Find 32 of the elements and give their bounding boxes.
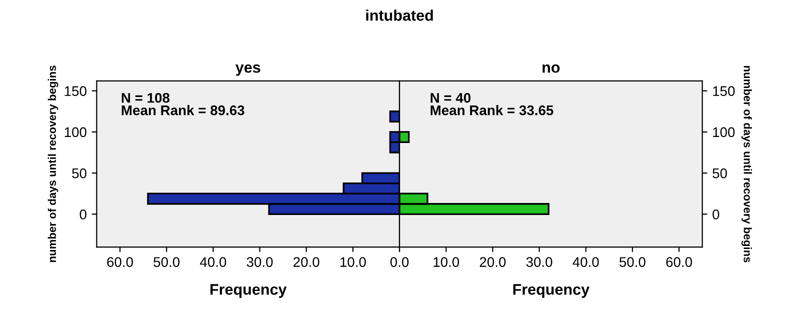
y-axis-title: number of days until recovery begins xyxy=(48,66,58,262)
x-tick-label: 10.0 xyxy=(434,257,460,267)
x-tick-label: 20.0 xyxy=(480,257,506,267)
x-tick-label: 20.0 xyxy=(294,257,320,267)
x-tick-label: 50.0 xyxy=(154,257,180,267)
y-tick-label: 100 xyxy=(64,127,86,138)
y-tick-label: 50 xyxy=(72,168,86,178)
annotation: N = 108 xyxy=(122,92,170,103)
x-axis-title: Frequency xyxy=(513,284,590,298)
x-axis-title: Frequency xyxy=(210,284,287,298)
y-tick-label: 0 xyxy=(80,209,86,220)
chart-subtitle: no xyxy=(542,64,560,73)
y-tick-label: 150 xyxy=(713,86,735,96)
x-tick-label: 30.0 xyxy=(526,257,552,267)
annotation: Mean Rank = 89.63 xyxy=(122,105,244,116)
chart-subtitle: yes xyxy=(235,64,260,76)
annotation: N = 40 xyxy=(430,92,471,103)
x-tick-label: 40.0 xyxy=(200,257,226,267)
x-tick-label: 60.0 xyxy=(107,257,133,267)
annotation: Mean Rank = 33.65 xyxy=(430,105,554,116)
y-axis-title: number of days until recovery begins xyxy=(741,66,752,262)
chart-title: intubated xyxy=(366,10,433,21)
x-tick-label: 40.0 xyxy=(572,257,599,267)
x-tick-label: 30.0 xyxy=(246,257,273,267)
y-tick-label: 100 xyxy=(713,127,735,138)
x-tick-label: 60.0 xyxy=(666,257,692,267)
y-tick-label: 0 xyxy=(712,209,720,220)
x-tick-label: 10.0 xyxy=(340,257,366,267)
x-tick-label: 0.0 xyxy=(390,257,409,267)
y-tick-label: 150 xyxy=(64,86,86,96)
y-tick-label: 50 xyxy=(712,168,727,178)
x-tick-label: 50.0 xyxy=(619,257,646,267)
